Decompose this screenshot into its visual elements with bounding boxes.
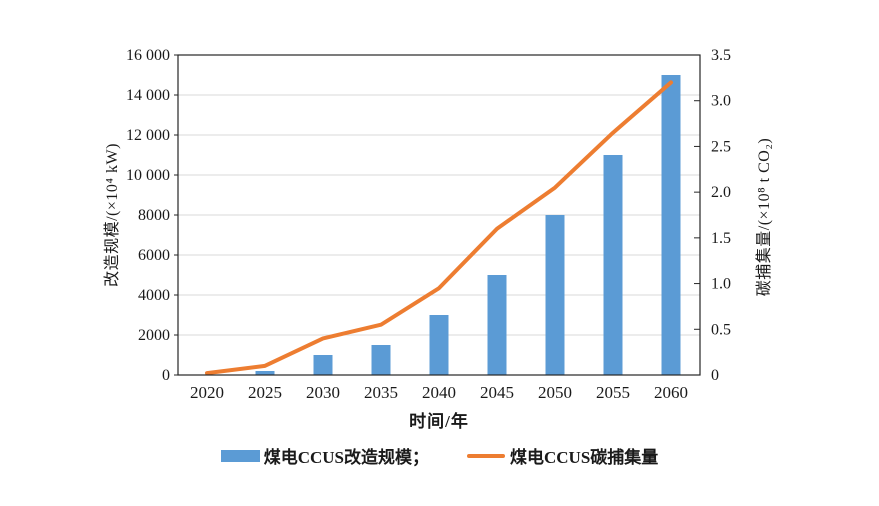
x-tick-label: 2040 <box>422 383 456 402</box>
right-tick-label: 3.5 <box>711 47 731 64</box>
left-tick-label: 12 000 <box>126 127 170 144</box>
left-tick-label: 14 000 <box>126 87 170 104</box>
bar-2030 <box>313 355 333 375</box>
left-axis-title: 改造规模/(×10⁴ kW) <box>104 143 121 287</box>
left-tick-label: 2000 <box>138 327 170 344</box>
left-tick-label: 6000 <box>138 247 170 264</box>
right-tick-label: 1.5 <box>711 230 731 247</box>
bar-2035 <box>371 345 391 375</box>
legend-item-retrofit-scale: 煤电CCUS改造规模； <box>220 443 429 468</box>
x-tick-label: 2050 <box>538 383 572 402</box>
legend: 煤电CCUS改造规模； 煤电CCUS碳捕集量 <box>0 443 879 468</box>
x-tick-label: 2030 <box>306 383 340 402</box>
bar-swatch <box>220 449 260 462</box>
bar-2040 <box>429 315 449 375</box>
legend-label-retrofit-scale: 煤电CCUS改造规模； <box>263 448 429 467</box>
x-tick-label: 2020 <box>190 383 224 402</box>
gridlines <box>178 94 700 336</box>
right-tick-label: 0 <box>711 367 719 384</box>
plot-border <box>177 54 701 376</box>
bar-2050 <box>545 215 565 375</box>
x-tick-label: 2060 <box>654 383 688 402</box>
bar-2055 <box>603 155 623 375</box>
bar-2060 <box>661 75 681 375</box>
legend-item-carbon-capture: 煤电CCUS碳捕集量 <box>467 443 658 468</box>
left-tick-label: 8000 <box>138 207 170 224</box>
legend-label-carbon-capture: 煤电CCUS碳捕集量 <box>510 448 659 467</box>
right-axis: 0 0.5 1.0 1.5 2.0 2.5 3.0 3.5 <box>694 47 731 384</box>
left-tick-label: 10 000 <box>126 167 170 184</box>
carbon-capture-line <box>205 80 673 376</box>
x-axis-title: 时间/年 <box>409 412 469 431</box>
x-axis: 2020 2025 2030 2035 2040 2045 2050 2055 2060 <box>190 383 688 402</box>
x-tick-label: 2025 <box>248 383 282 402</box>
left-tick-label: 0 <box>162 367 170 384</box>
right-tick-label: 0.5 <box>711 321 731 338</box>
line-swatch <box>467 453 505 458</box>
right-tick-label: 1.0 <box>711 276 731 293</box>
right-axis-title: 碳捕集量/(×10⁸ t CO₂) <box>756 137 773 297</box>
right-tick-label: 2.5 <box>711 138 731 155</box>
bar-2025 <box>255 371 275 375</box>
left-tick-label: 4000 <box>138 287 170 304</box>
x-tick-label: 2045 <box>480 383 514 402</box>
right-tick-label: 3.0 <box>711 93 731 110</box>
right-tick-label: 2.0 <box>711 184 731 201</box>
bar-2045 <box>487 275 507 375</box>
x-tick-label: 2035 <box>364 383 398 402</box>
bar-series <box>255 75 681 375</box>
left-axis: 0 2000 4000 6000 8000 10 000 12 000 14 000 16 00… <box>126 47 178 384</box>
left-tick-label: 16 000 <box>126 47 170 64</box>
x-tick-label: 2055 <box>596 383 630 402</box>
